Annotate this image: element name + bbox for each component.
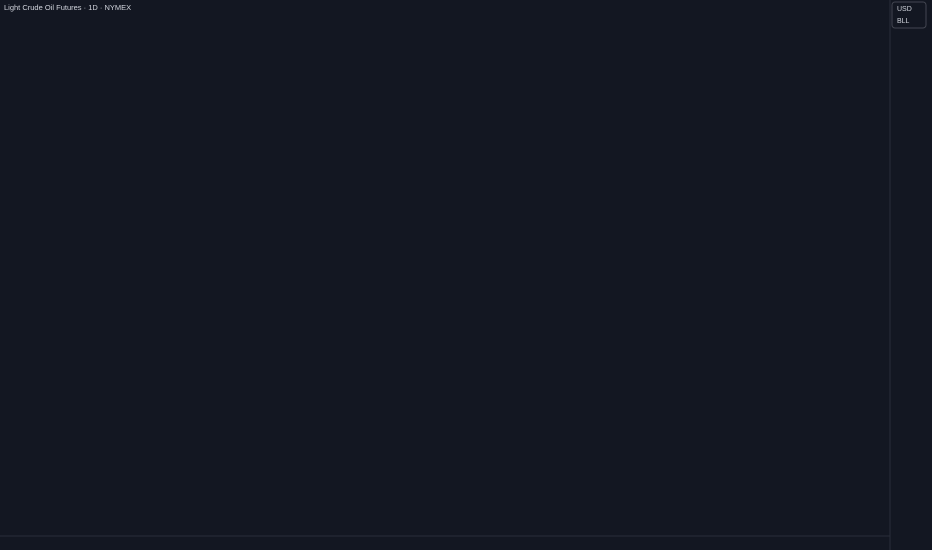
unit: BLL <box>897 18 910 25</box>
chart-title: Light Crude Oil Futures · 1D · NYMEX <box>4 3 131 12</box>
currency: USD <box>897 6 912 13</box>
currency-box[interactable] <box>891 1 927 29</box>
